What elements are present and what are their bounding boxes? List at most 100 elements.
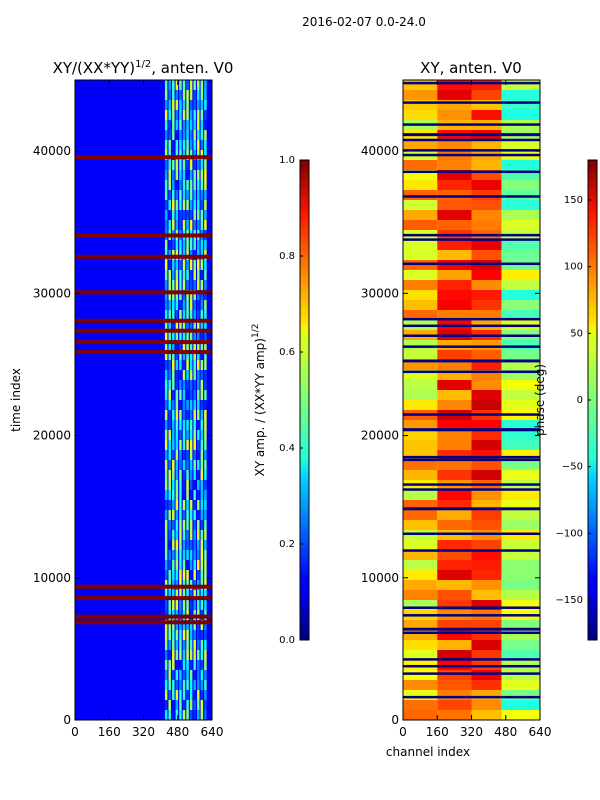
left-heatmap-cell [186,340,189,350]
left-heatmap-cell [168,120,171,130]
left-heatmap-cell [172,130,175,140]
left-heatmap-cell [164,420,168,430]
right-heatmap-cell [471,670,502,680]
left-heatmap-cell [172,500,175,510]
left-heatmap-cell [182,310,186,320]
left-heatmap-cell [179,290,182,300]
right-heatmap-cell [437,190,472,200]
left-heatmap-cell [179,310,182,320]
left-heatmap-cell [197,460,200,470]
left-heatmap-cell [197,340,200,350]
right-heatmap-cell [501,550,540,560]
left-heatmap-cell [204,190,207,200]
left-heatmap-cell [186,460,189,470]
right-heatmap-cell [437,620,472,630]
left-heatmap-cell [179,360,182,370]
left-heatmap-cell [197,90,200,100]
left-heatmap-cell [189,100,193,110]
left-heatmap-cell [179,640,182,650]
left-colorbar-tick-label: 0.2 [279,539,295,550]
left-heatmap-cell [168,280,171,290]
left-heatmap-cell [189,510,193,520]
left-heatmap-cell [175,550,179,560]
right-colorbar-tick-label: −50 [562,462,583,473]
left-heatmap-cell [168,440,171,450]
left-heatmap-cell [186,670,189,680]
right-heatmap-cell [403,110,438,120]
left-heatmap-cell [204,430,207,440]
left-heatmap-cell [182,390,186,400]
left-heatmap-cell [193,650,196,660]
right-xlabel: channel index [386,745,470,759]
left-heatmap-cell [182,140,186,150]
right-flagged-row [403,455,540,459]
left-heatmap-cell [175,710,179,720]
left-heatmap-cell [189,320,193,330]
right-heatmap-cell [437,450,472,460]
left-heatmap-cell [168,520,171,530]
right-heatmap-cell [437,240,472,250]
right-heatmap-cell [403,140,438,150]
left-heatmap-cell [175,320,179,330]
right-flagged-row [403,334,540,337]
left-heatmap-cell [179,460,182,470]
left-heatmap-cell [168,560,171,570]
left-heatmap-cell [175,690,179,700]
left-heatmap-cell [179,260,182,270]
right-heatmap-cell [437,670,472,680]
left-heatmap-cell [193,670,196,680]
left-heatmap-cell [204,240,207,250]
right-heatmap-cell [501,170,540,180]
right-heatmap-cell [501,280,540,290]
left-heatmap-cell [189,560,193,570]
left-heatmap-cell [186,330,189,340]
right-heatmap-cell [403,380,438,390]
left-heatmap-cell [168,90,171,100]
right-heatmap-cell [437,340,472,350]
left-heatmap-cell [189,170,193,180]
left-heatmap-cell [197,590,200,600]
left-heatmap-cell [200,130,204,140]
left-heatmap-cell [179,520,182,530]
left-heatmap-cell [182,450,186,460]
right-heatmap-cell [501,430,540,440]
left-heatmap-cell [182,560,186,570]
left-heatmap-cell [193,210,196,220]
right-heatmap-cell [437,170,472,180]
right-heatmap-cell [437,270,472,280]
left-heatmap-cell [168,100,171,110]
left-heatmap-cell [172,430,175,440]
right-heatmap-cell [501,400,540,410]
left-heatmap-cell [197,710,200,720]
left-heatmap-cell [186,370,189,380]
left-heatmap-cell [175,170,179,180]
left-heatmap-cell [186,190,189,200]
right-heatmap-cell [501,520,540,530]
right-heatmap-cell [501,560,540,570]
left-heatmap-cell [200,480,204,490]
left-heatmap-cell [164,440,168,450]
left-heatmap-cell [164,310,168,320]
left-heatmap-cell [204,670,207,680]
left-heatmap-cell [193,160,196,170]
left-heatmap-cell [182,630,186,640]
left-heatmap-cell [193,460,196,470]
right-heatmap-cell [437,580,472,590]
left-heatmap-cell [193,120,196,130]
left-heatmap-cell [189,630,193,640]
left-heatmap-cell [189,590,193,600]
right-xtick-label: 320 [460,725,483,739]
left-heatmap-cell [193,540,196,550]
left-heatmap-cell [175,640,179,650]
right-heatmap-cell [471,710,502,720]
left-heatmap-cell [197,330,200,340]
left-heatmap-cell [193,310,196,320]
right-heatmap-cell [403,370,438,380]
left-heatmap-cell [179,650,182,660]
left-heatmap-cell [179,340,182,350]
right-flagged-row [403,483,540,486]
left-heatmap-cell [193,130,196,140]
left-heatmap-cell [186,100,189,110]
left-ytick-label: 10000 [33,571,71,585]
left-heatmap-cell [175,210,179,220]
